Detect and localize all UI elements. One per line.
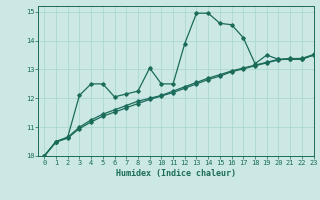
X-axis label: Humidex (Indice chaleur): Humidex (Indice chaleur) [116,169,236,178]
